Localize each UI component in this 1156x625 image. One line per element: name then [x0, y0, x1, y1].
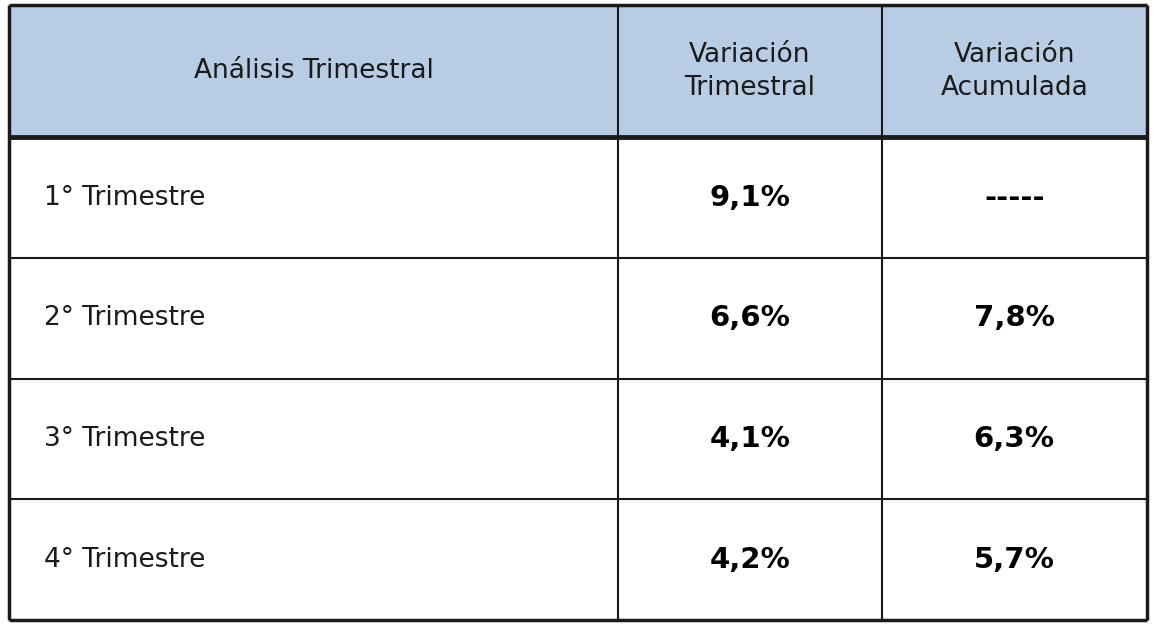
Bar	[617, 379, 882, 499]
Bar	[617, 258, 882, 379]
Text: 4° Trimestre: 4° Trimestre	[44, 547, 206, 572]
Bar	[882, 499, 1147, 620]
Text: Variación
Trimestral: Variación Trimestral	[684, 42, 815, 101]
Text: 4,2%: 4,2%	[710, 546, 791, 574]
Bar	[882, 138, 1147, 258]
Text: -----: -----	[984, 184, 1045, 212]
Text: 5,7%: 5,7%	[973, 546, 1054, 574]
Text: Variación
Acumulada: Variación Acumulada	[940, 42, 1088, 101]
Bar	[617, 138, 882, 258]
Bar	[617, 499, 882, 620]
Text: 1° Trimestre: 1° Trimestre	[44, 184, 206, 211]
Text: 7,8%: 7,8%	[973, 304, 1054, 332]
Text: 4,1%: 4,1%	[710, 425, 791, 453]
Text: Análisis Trimestral: Análisis Trimestral	[193, 58, 434, 84]
Bar	[9, 138, 617, 258]
Bar	[882, 5, 1147, 138]
Text: 9,1%: 9,1%	[710, 184, 791, 212]
Bar	[9, 379, 617, 499]
Bar	[882, 379, 1147, 499]
Bar	[617, 5, 882, 138]
Bar	[9, 499, 617, 620]
Bar	[882, 258, 1147, 379]
Bar	[9, 258, 617, 379]
Text: 2° Trimestre: 2° Trimestre	[44, 305, 206, 331]
Bar	[9, 5, 617, 138]
Text: 6,6%: 6,6%	[710, 304, 791, 332]
Text: 3° Trimestre: 3° Trimestre	[44, 426, 206, 452]
Text: 6,3%: 6,3%	[973, 425, 1054, 453]
